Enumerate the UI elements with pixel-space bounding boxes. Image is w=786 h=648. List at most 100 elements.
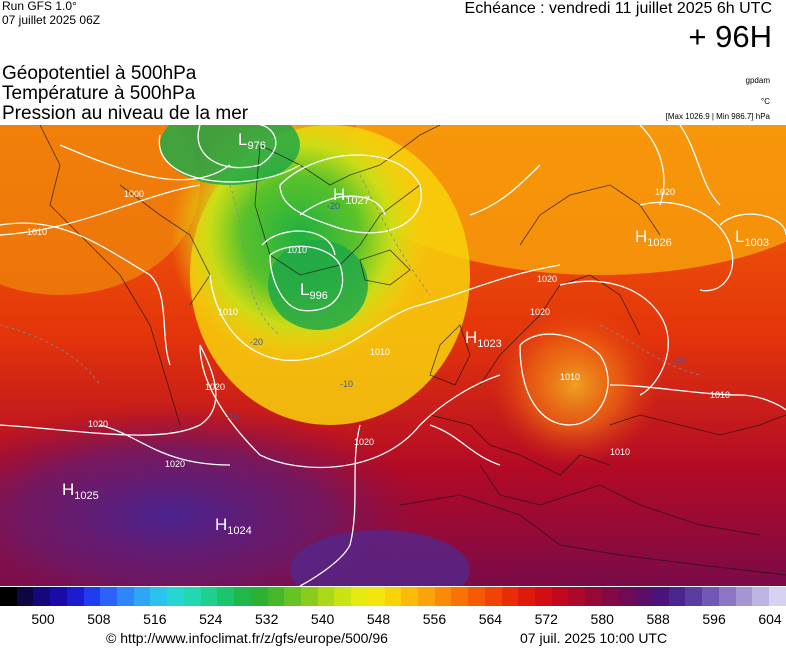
title-geopotential: Géopotentiel à 500hPa [2, 63, 197, 84]
colorbar-swatch [635, 587, 653, 606]
colorbar-swatch [33, 587, 51, 606]
colorbar-swatch [133, 587, 151, 606]
colorbar-swatch [66, 587, 84, 606]
title-pressure: Pression au niveau de la mer [2, 103, 249, 124]
colorbar-swatch [351, 587, 368, 606]
colorbar-swatch [752, 587, 770, 606]
pressure-range: [Max 1026.9 | Min 986.7] hPa [665, 112, 770, 121]
colorbar-tick-label: 556 [422, 611, 447, 627]
colorbar-swatch [300, 587, 318, 606]
source-url[interactable]: © http://www.infoclimat.fr/z/gfs/europe/… [106, 630, 388, 646]
colorbar [0, 587, 786, 606]
colorbar-swatch [150, 587, 168, 606]
isobar-label: 1010 [560, 372, 580, 382]
colorbar-swatch [551, 587, 569, 606]
colorbar-tick-label: 540 [310, 611, 335, 627]
temperature-labels: -20 -20 -10 -10 -10 [226, 201, 685, 422]
colorbar-swatch [618, 587, 636, 606]
green-north-core [160, 125, 300, 185]
colorbar-swatch [652, 587, 669, 606]
isobar-label: 1020 [205, 382, 225, 392]
colorbar-tick-label: 588 [646, 611, 670, 627]
temperature-contours [0, 174, 701, 386]
south-cold-core [290, 530, 470, 586]
colorbar-tick-label: 564 [478, 611, 503, 627]
colorbar-swatch [284, 587, 301, 606]
isobar-label: 1020 [530, 307, 550, 317]
colorbar-swatch [167, 587, 184, 606]
colorbar-swatch [451, 587, 469, 606]
isobar-label: 1010 [710, 390, 730, 400]
northwest-warm-band [0, 125, 200, 295]
forecast-valid-time: Echéance : vendredi 11 juillet 2025 6h U… [464, 0, 772, 17]
colorbar-tick-label: 548 [366, 611, 391, 627]
run-label: Run GFS 1.0° [2, 0, 77, 13]
temperature-label: -20 [250, 337, 263, 347]
colorbar-swatch [183, 587, 201, 606]
temperature-label: -10 [672, 355, 685, 365]
colorbar-swatch [317, 587, 335, 606]
colorbar-swatch [434, 587, 452, 606]
colorbar-tick-label: 500 [31, 611, 55, 627]
green-low-core [268, 240, 368, 330]
colorbar-swatch [334, 587, 352, 606]
isobars [0, 125, 786, 586]
colorbar-swatch [501, 587, 519, 606]
isobar-label: 1020 [354, 437, 374, 447]
colorbar-swatch [267, 587, 285, 606]
isobar-label: 1020 [537, 274, 557, 284]
unit-temperature: °C [761, 97, 770, 106]
colorbar-swatch [685, 587, 703, 606]
isobar-label: 1020 [88, 419, 108, 429]
isobar-label: 1010 [27, 227, 47, 237]
colorbar-tick-label: 572 [534, 611, 558, 627]
isobar-label: 1020 [655, 187, 675, 197]
colorbar-swatch [401, 587, 418, 606]
colorbar-tick-label: 524 [199, 611, 223, 627]
colorbar-tick-label: 532 [255, 611, 279, 627]
colorbar-swatch [217, 587, 235, 606]
colorbar-swatch [769, 587, 786, 606]
temperature-label: -20 [327, 201, 340, 211]
east-warm-core [490, 305, 660, 465]
temperature-label: -10 [340, 379, 353, 389]
isobar-label: 1010 [287, 245, 307, 255]
title-temperature: Température à 500hPa [2, 83, 196, 104]
colorbar-swatch [702, 587, 719, 606]
colorbar-swatch [568, 587, 586, 606]
colorbar-swatch [117, 587, 134, 606]
colorbar-swatch [735, 587, 753, 606]
colorbar-swatch [585, 587, 602, 606]
colorbar-swatch [417, 587, 435, 606]
colorbar-swatch [0, 587, 17, 606]
colorbar-swatch [367, 587, 385, 606]
temperature-label: -10 [226, 412, 239, 422]
colorbar-swatch [518, 587, 535, 606]
colorbar-swatch [50, 587, 67, 606]
isobar-labels: 1000 1010 1010 1010 1020 1020 1020 1020 1020 1020… [27, 187, 730, 469]
colorbar-swatch [718, 587, 736, 606]
unit-geopotential: gpdam [745, 76, 770, 85]
colorbar-swatch [668, 587, 686, 606]
isobar-label: 1010 [370, 347, 390, 357]
colorbar-swatch [16, 587, 34, 606]
colorbar-tick-label: 580 [590, 611, 614, 627]
colorbar-tick-label: 604 [758, 611, 782, 627]
isobar-label: 1010 [610, 447, 630, 457]
colorbar-swatch [535, 587, 552, 606]
isobar-label: 1010 [218, 307, 238, 317]
colorbar-swatch [100, 587, 118, 606]
colorbar-swatch [250, 587, 268, 606]
run-date: 07 juillet 2025 06Z [2, 13, 101, 27]
timestamp: 07 juil. 2025 10:00 UTC [520, 630, 668, 646]
colorbar-swatch [234, 587, 251, 606]
coastlines [39, 125, 786, 576]
lead-time: + 96H [688, 19, 772, 54]
colorbar-swatch [601, 587, 619, 606]
colorbar-swatch [468, 587, 485, 606]
colorbar-tick-label: 508 [87, 611, 111, 627]
colorbar-tick-label: 516 [143, 611, 167, 627]
isobar-label: 1020 [165, 459, 185, 469]
colorbar-swatch [200, 587, 218, 606]
